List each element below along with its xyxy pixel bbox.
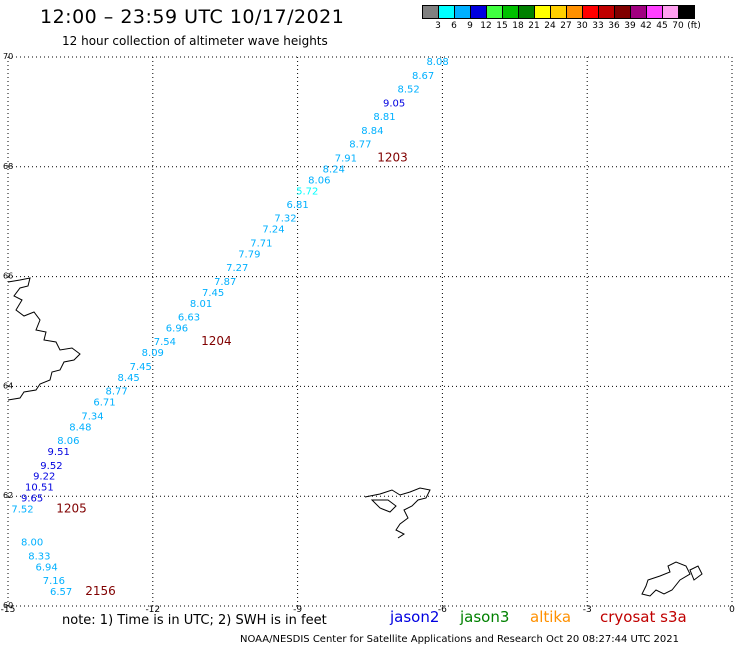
x-tick-label: -9 bbox=[293, 605, 302, 615]
swh-value-label: 8.67 bbox=[412, 71, 434, 82]
pass-time-label: 1203 bbox=[377, 150, 408, 164]
x-tick-label: -12 bbox=[145, 605, 160, 615]
colorbar-label: 12 bbox=[480, 21, 492, 31]
swh-value-label: 8.00 bbox=[21, 538, 43, 549]
swh-value-label: 7.87 bbox=[214, 277, 236, 288]
pass-time-label: 1205 bbox=[56, 502, 87, 516]
faroe-islet bbox=[370, 499, 397, 513]
wave-height-colorbar bbox=[422, 5, 695, 19]
faroe-islands-coastline bbox=[364, 487, 431, 539]
pass-time-label: 2156 bbox=[85, 584, 116, 598]
x-tick-label: 0 bbox=[729, 605, 735, 615]
axis-tick-labels: -15 -12 -9 -6 -3 0 70 68 66 64 62 60 bbox=[1, 52, 735, 615]
swh-value-label: 6.96 bbox=[166, 324, 188, 335]
colorbar-label: 30 bbox=[576, 21, 588, 31]
swh-value-label: 7.91 bbox=[335, 153, 357, 164]
satellite-legend-item: altika bbox=[530, 608, 572, 626]
y-tick-label: 64 bbox=[3, 381, 13, 390]
colorbar-label: 39 bbox=[624, 21, 636, 31]
swh-value-label: 6.81 bbox=[286, 200, 308, 211]
swh-value-label: 6.71 bbox=[93, 398, 115, 409]
colorbar-label: 45 bbox=[656, 21, 668, 31]
shetland-coastline bbox=[641, 561, 691, 597]
colorbar-label: 18 bbox=[512, 21, 524, 31]
y-tick-label: 68 bbox=[3, 162, 13, 171]
x-tick-label: -6 bbox=[438, 605, 447, 615]
y-tick-label: 70 bbox=[3, 52, 13, 61]
swh-value-label: 7.34 bbox=[81, 411, 103, 422]
swh-value-label: 8.01 bbox=[190, 299, 212, 310]
swh-value-label: 9.22 bbox=[33, 472, 55, 483]
swh-value-label: 6.94 bbox=[35, 562, 57, 573]
swh-value-label: 8.45 bbox=[118, 373, 140, 384]
swh-value-label: 7.52 bbox=[11, 505, 33, 516]
swh-value-label: 9.05 bbox=[383, 98, 405, 109]
x-tick-label: -3 bbox=[583, 605, 592, 615]
satellite-legend-item: jason3 bbox=[460, 608, 510, 626]
swh-value-label: 9.65 bbox=[21, 494, 43, 505]
colorbar-label: 9 bbox=[467, 21, 473, 31]
colorbar-label: 15 bbox=[496, 21, 508, 31]
swh-value-label: 7.45 bbox=[130, 362, 152, 373]
swh-value-label: 6.63 bbox=[178, 313, 200, 324]
swh-value-label: 8.33 bbox=[28, 551, 50, 562]
colorbar-labels: 3 6 9 12 15 18 21 24 27 30 33 36 39 42 45 70 (ft) bbox=[422, 21, 740, 35]
colorbar-swatch bbox=[678, 5, 695, 19]
swh-value-label: 5.72 bbox=[296, 186, 318, 197]
satellite-legend-item: jason2 bbox=[390, 608, 440, 626]
page-subtitle: 12 hour collection of altimeter wave hei… bbox=[62, 34, 328, 48]
swh-value-label: 8.84 bbox=[361, 126, 383, 137]
swh-value-label: 7.32 bbox=[274, 214, 296, 225]
y-tick-label: 60 bbox=[3, 601, 13, 610]
swh-value-label: 9.51 bbox=[48, 447, 70, 458]
swh-value-label: 7.54 bbox=[154, 337, 176, 348]
swh-value-label: 8.52 bbox=[397, 85, 419, 96]
coastlines bbox=[7, 277, 703, 597]
colorbar-label: 70 bbox=[672, 21, 684, 31]
wave-height-values: 8.088.678.529.058.818.848.777.918.248.06… bbox=[11, 57, 448, 598]
swh-value-label: 8.48 bbox=[69, 422, 91, 433]
colorbar-label: 33 bbox=[592, 21, 604, 31]
colorbar-label: 42 bbox=[640, 21, 652, 31]
swh-value-label: 8.81 bbox=[373, 112, 395, 123]
colorbar-label: 3 bbox=[435, 21, 441, 31]
colorbar-label: 6 bbox=[451, 21, 457, 31]
y-tick-label: 66 bbox=[3, 272, 13, 281]
swh-value-label: 8.06 bbox=[57, 436, 79, 447]
colorbar-label: 27 bbox=[560, 21, 572, 31]
colorbar-label: 24 bbox=[544, 21, 556, 31]
lat-lon-grid bbox=[7, 56, 733, 607]
pass-time-label: 1204 bbox=[201, 334, 232, 348]
swh-value-label: 7.16 bbox=[43, 576, 65, 587]
credit-line: NOAA/NESDIS Center for Satellite Applica… bbox=[240, 634, 679, 645]
swh-value-label: 6.57 bbox=[50, 587, 72, 598]
satellite-legend-item: cryosat s3a bbox=[600, 608, 687, 626]
x-tick-label: -15 bbox=[1, 605, 16, 615]
shetland-islet bbox=[689, 565, 703, 581]
swh-value-label: 9.52 bbox=[40, 461, 62, 472]
page-title: 12:00 – 23:59 UTC 10/17/2021 bbox=[40, 6, 345, 28]
swh-value-label: 8.24 bbox=[323, 164, 345, 175]
swh-value-label: 7.71 bbox=[250, 238, 272, 249]
swh-value-label: 8.09 bbox=[142, 348, 164, 359]
colorbar-label: 36 bbox=[608, 21, 620, 31]
swh-value-label: 8.77 bbox=[349, 140, 371, 151]
swh-value-label: 8.77 bbox=[105, 387, 127, 398]
y-tick-label: 62 bbox=[3, 491, 13, 500]
footnote: note: 1) Time is in UTC; 2) SWH is in fe… bbox=[62, 613, 327, 628]
swh-value-label: 10.51 bbox=[25, 483, 54, 494]
colorbar-label: 21 bbox=[528, 21, 540, 31]
colorbar-label: (ft) bbox=[687, 21, 701, 31]
swh-value-label: 8.08 bbox=[426, 57, 448, 68]
swh-value-label: 7.45 bbox=[202, 288, 224, 299]
iceland-coastline bbox=[7, 277, 81, 401]
pass-time-labels: 1203 1204 1205 2156 bbox=[56, 150, 408, 598]
swh-value-label: 7.27 bbox=[226, 263, 248, 274]
swh-value-label: 7.24 bbox=[262, 225, 284, 236]
swh-value-label: 8.06 bbox=[308, 175, 330, 186]
swh-value-label: 7.79 bbox=[238, 249, 260, 260]
